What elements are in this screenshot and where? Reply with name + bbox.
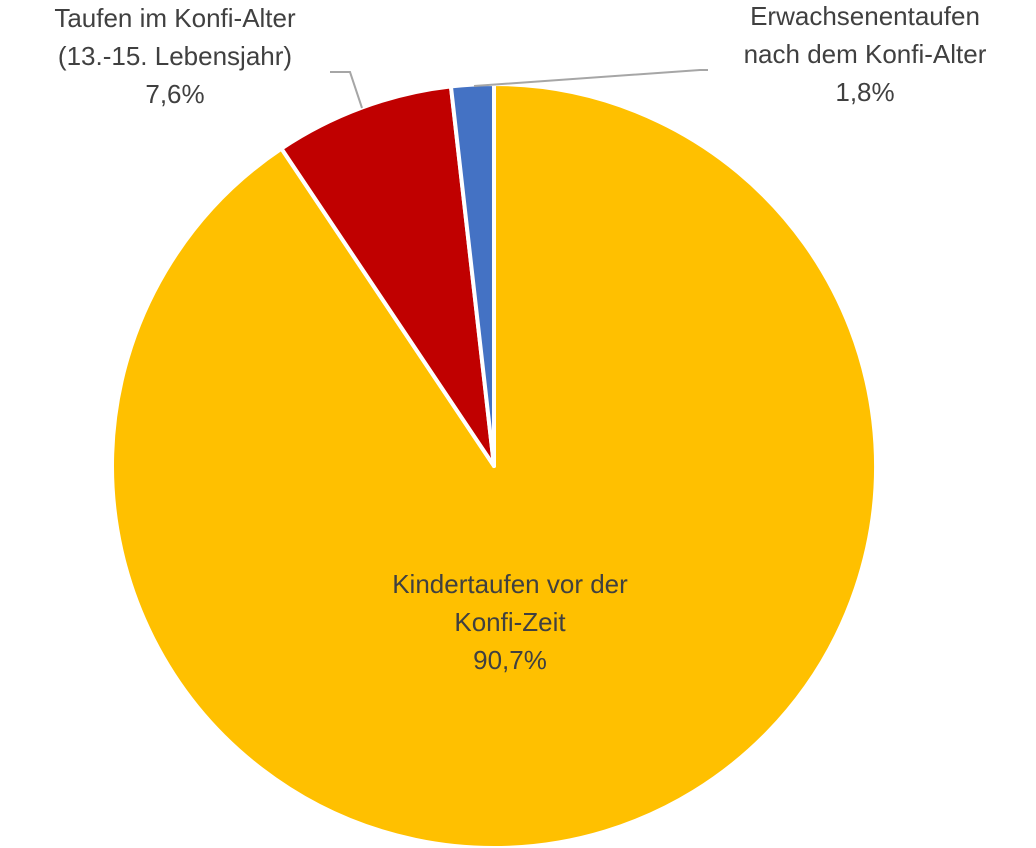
slice-label: nach dem Konfi-Alter [744,39,987,69]
slice-value-label: 7,6% [145,79,204,109]
slice-label: (13.-15. Lebensjahr) [58,41,292,71]
slice-label: Erwachsenentaufen [750,1,980,31]
leader-line [473,69,708,87]
slice-label: Taufen im Konfi-Alter [54,3,296,33]
leader-line [330,71,363,109]
slice-value-label: 90,7% [473,645,547,675]
slice-label: Konfi-Zeit [454,607,566,637]
slice-value-label: 1,8% [835,77,894,107]
slice-label: Kindertaufen vor der [392,569,628,599]
slices [110,82,878,848]
